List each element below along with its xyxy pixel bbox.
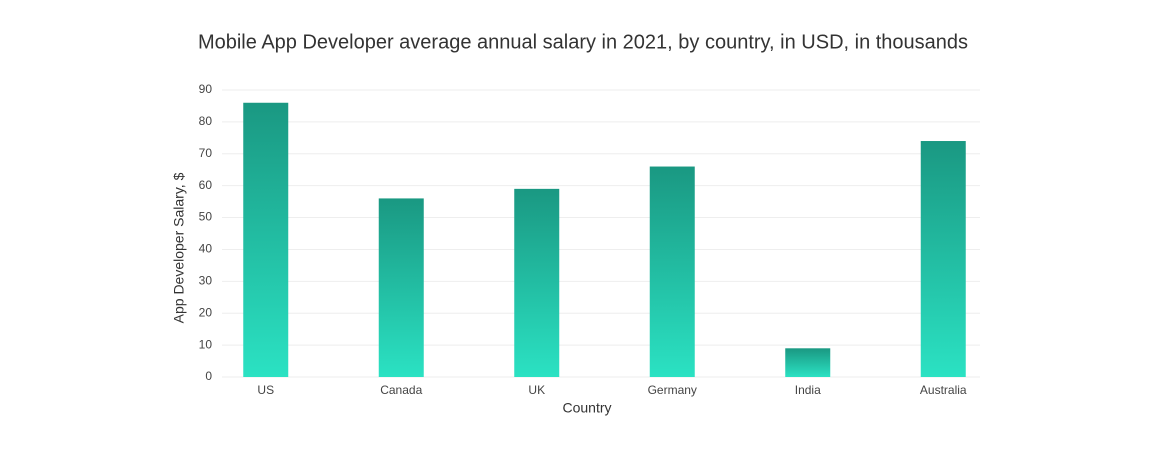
y-tick-label: 40 xyxy=(199,242,213,256)
x-tick-label: Australia xyxy=(920,383,967,397)
x-tick-label: Germany xyxy=(648,383,697,397)
bar xyxy=(378,198,424,377)
x-tick-label: Canada xyxy=(380,383,422,397)
chart-title: Mobile App Developer average annual sala… xyxy=(198,31,968,53)
y-tick-label: 70 xyxy=(199,146,213,160)
x-tick-label: India xyxy=(795,383,821,397)
y-tick-label: 50 xyxy=(199,210,213,224)
bar xyxy=(649,166,695,377)
x-tick-label: UK xyxy=(528,383,545,397)
bar xyxy=(514,188,560,377)
y-axis-label: App Developer Salary, $ xyxy=(171,172,187,323)
x-axis-label: Country xyxy=(562,400,611,416)
y-tick-label: 10 xyxy=(199,337,213,351)
y-tick-label: 20 xyxy=(199,305,213,319)
bar xyxy=(243,102,289,377)
y-tick-label: 30 xyxy=(199,274,213,288)
y-tick-label: 60 xyxy=(199,178,213,192)
bar xyxy=(920,141,966,377)
bar xyxy=(785,348,831,377)
y-tick-label: 90 xyxy=(199,82,213,96)
x-tick-label: US xyxy=(257,383,274,397)
y-tick-label: 0 xyxy=(205,369,212,383)
y-tick-label: 80 xyxy=(199,114,213,128)
